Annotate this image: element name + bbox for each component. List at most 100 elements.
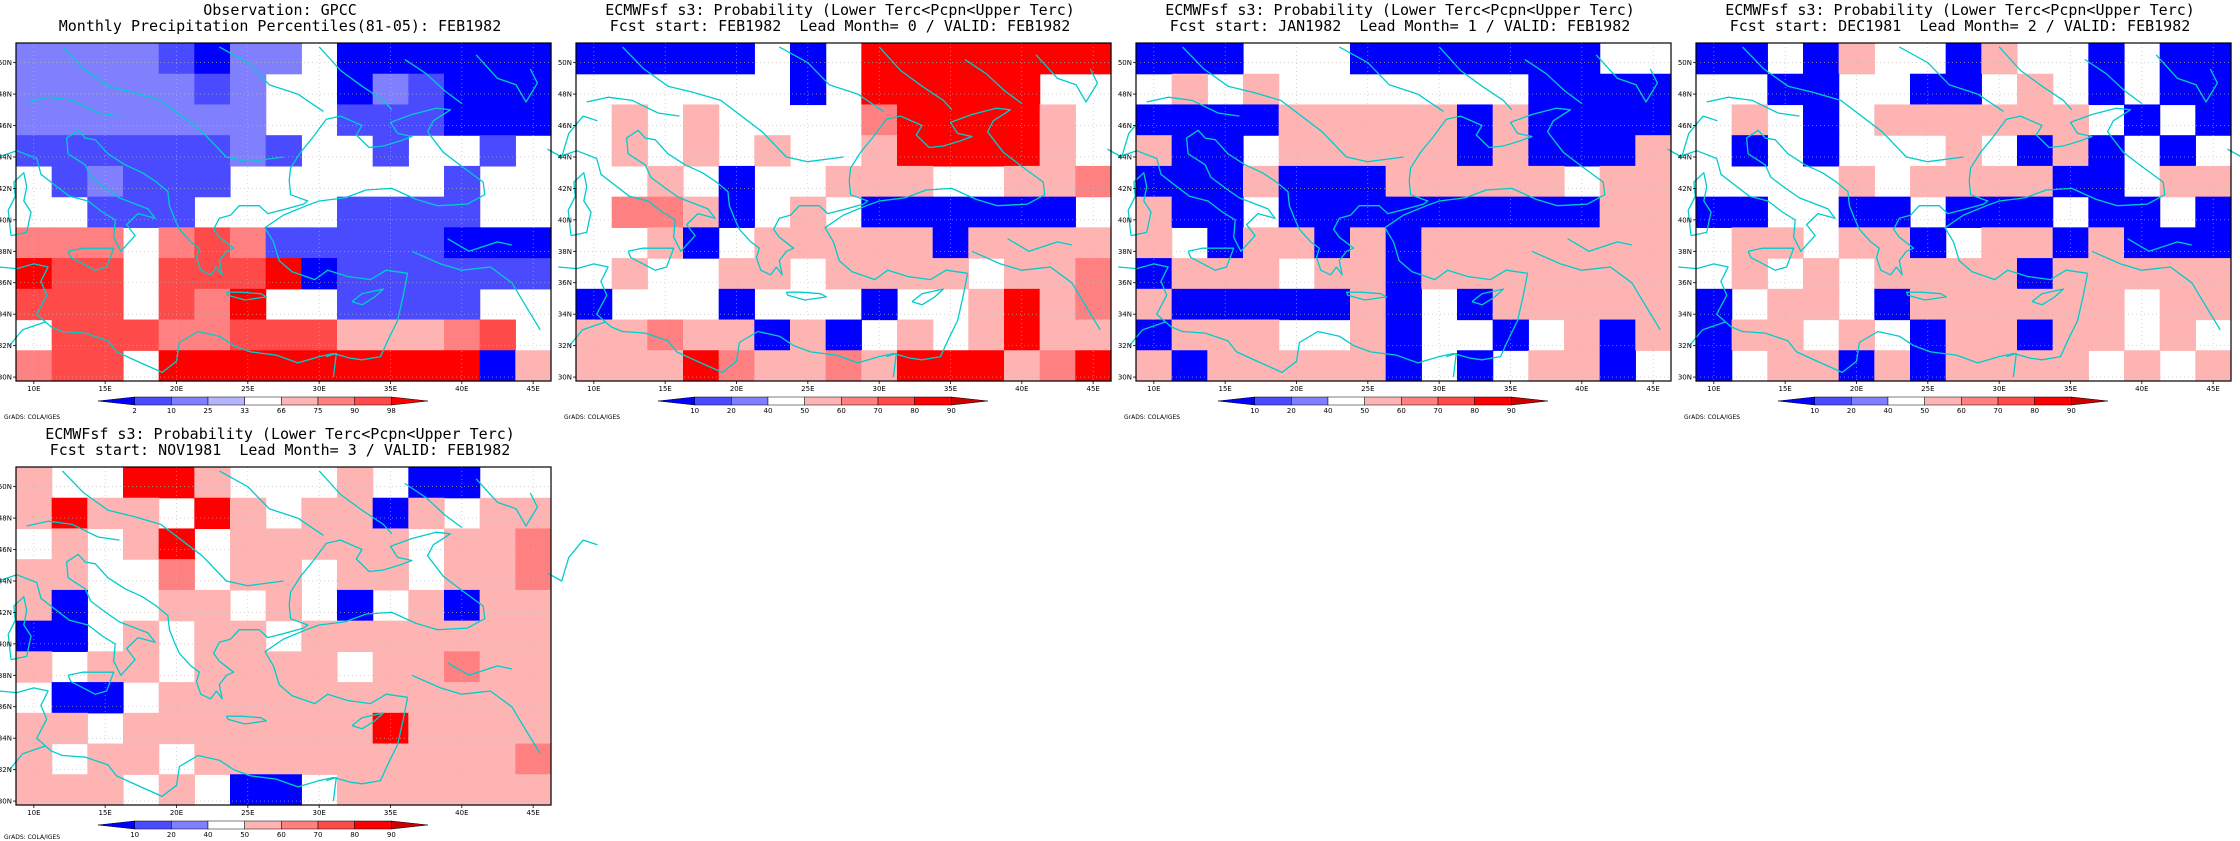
grid-cell [2195,288,2232,321]
grid-cell [576,43,613,75]
coastline [7,172,32,237]
coastline [2227,148,2240,157]
grid-cell [2159,258,2196,290]
legend-swatch [1924,396,1962,406]
grid-cell [861,288,898,321]
panel-title-line1: ECMWFsf s3: Probability (Lower Terc<Pcpn… [1165,1,1635,19]
coastline [586,96,680,117]
grid-cell [1385,135,1422,167]
grid-cell [1635,258,1672,290]
y-tick-label: 36N [0,703,12,711]
grid-cell [158,467,195,499]
grid-cell [337,104,374,136]
grid-cell [1457,43,1494,75]
grid-cell [861,104,898,136]
grid-cell [444,774,481,806]
grid-cell [2159,288,2196,321]
legend-swatch [1401,396,1439,406]
grid-cell [790,350,827,382]
grid-cell [372,73,409,106]
x-tick-label: 40E [455,385,468,393]
coastline [2127,238,2192,252]
grid-cell [372,227,409,259]
grid-cell [754,135,791,167]
grid-cell [1945,319,1982,351]
coastline [621,46,844,163]
legend-swatch [877,396,915,406]
x-tick-label: 40E [455,809,468,817]
legend-swatch [2071,396,2109,406]
y-tick-label: 30N [0,374,12,382]
grid-cell [754,350,791,382]
legend-label: 10 [1250,407,1259,415]
grid-cell [337,319,374,351]
grid-cell [897,165,934,198]
legend-label: 33 [240,407,249,415]
grid-cell [1696,43,1733,75]
grid-cell [337,620,374,652]
y-tick-label: 46N [0,122,12,130]
x-tick-label: 40E [1015,385,1028,393]
y-tick-label: 34N [0,735,12,743]
grid-cell [16,651,53,683]
panel-title-line1: ECMWFsf s3: Probability (Lower Terc<Pcpn… [605,1,1075,19]
grid-cell [158,288,195,321]
legend-label: 50 [800,407,809,415]
x-tick-label: 35E [384,809,397,817]
grid-cell [158,712,195,745]
graticule [16,467,551,805]
coastline [218,46,324,112]
grid-cell [1599,350,1636,382]
grid-cell [1075,43,1112,75]
coastline [0,107,486,374]
panel-lead-month-2: ECMWFsf s3: Probability (Lower Terc<Pcpn… [1678,0,2240,421]
panel-title-line2: Fcst start: NOV1981 Lead Month= 3 / VALI… [49,441,511,459]
grid-cell [1136,350,1173,382]
grid-cell [1075,288,1112,321]
y-tick-label: 44N [1118,153,1132,161]
x-tick-label: 30E [312,385,325,393]
coastline [1338,46,1444,112]
grid-cell [897,43,934,75]
grid-cell [337,467,374,499]
grid-cell [87,104,124,136]
grid-cell [1731,196,1768,228]
graticule [1696,43,2231,381]
graticule [16,43,551,381]
grid-cell [611,319,648,351]
grid-cell [51,288,88,321]
grid-cell [123,743,160,775]
panel-lead-month-0: ECMWFsf s3: Probability (Lower Terc<Pcpn… [558,0,1158,421]
grid-cell [51,589,88,622]
grid-cell [1136,288,1173,321]
grid-cell [408,104,445,136]
legend-swatch [657,396,695,406]
grid-cell [1838,319,1875,351]
legend-label: 90 [387,831,396,839]
legend-swatch [767,396,805,406]
grid-cell [968,43,1005,75]
grads-credit: GrADS: COLA/IGES [4,414,61,421]
grid-cell [479,135,516,167]
coastline [411,674,541,755]
grid-cell [479,774,516,806]
grid-cell [2088,135,2125,167]
grid-cell [1696,196,1733,228]
coastline [567,172,592,237]
grid-cell [2159,135,2196,167]
y-tick-label: 48N [0,515,12,523]
grid-cell [515,528,552,560]
grid-cell [2017,350,2054,382]
grid-cell [194,620,231,652]
y-tick-label: 42N [1678,185,1692,193]
legend-swatch [951,396,989,406]
grid-cell [1385,104,1422,136]
map-plot: 50N 48N 46N 44N 42N 40N 38N 36N 34N 32N 30N 10E 15E 2… [558,42,1158,415]
grid-cell [265,559,302,591]
grid-cell [1528,73,1565,106]
coastline [2091,250,2221,331]
x-tick-label: 35E [944,385,957,393]
panel-title-line2: Monthly Precipitation Percentiles(81-05)… [58,17,502,35]
grid-cell [2017,319,2054,351]
grid-cell [861,165,898,198]
